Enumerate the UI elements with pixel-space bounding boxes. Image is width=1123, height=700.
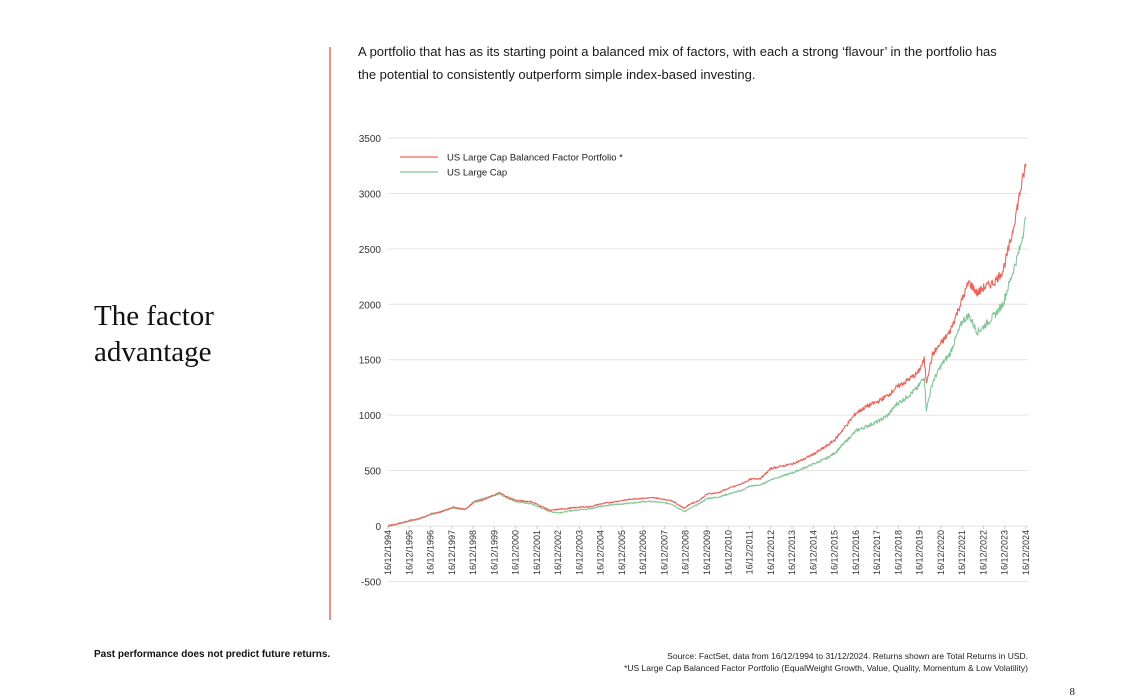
x-tick-label: 16/12/2016 — [851, 530, 861, 575]
x-tick-label: 16/12/2021 — [957, 530, 967, 575]
x-tick-label: 16/12/2019 — [915, 530, 925, 575]
x-tick-label: 16/12/2018 — [893, 530, 903, 575]
x-tick-label: 16/12/1997 — [447, 530, 457, 575]
x-tick-label: 16/12/2008 — [681, 530, 691, 575]
intro-text: A portfolio that has as its starting poi… — [358, 44, 997, 82]
x-tick-label: 16/12/2010 — [723, 530, 733, 575]
x-tick-label: 16/12/2012 — [766, 530, 776, 575]
x-tick-label: 16/12/2001 — [532, 530, 542, 575]
x-tick-label: 16/12/2014 — [808, 530, 818, 575]
y-tick-label: 3500 — [359, 134, 382, 145]
x-tick-label: 16/12/2002 — [553, 530, 563, 575]
x-tick-label: 16/12/2007 — [659, 530, 669, 575]
x-tick-label: 16/12/2011 — [745, 530, 755, 574]
chart-container: -500 0 500 1000 1500 2000 2500 3000 3500 16/12/1… — [340, 125, 1040, 595]
x-tick-label: 16/12/2024 — [1021, 530, 1031, 575]
series-line-balanced-factor — [387, 163, 1027, 528]
accent-divider — [329, 47, 331, 620]
x-tick-label: 16/12/1995 — [404, 530, 414, 575]
y-tick-label: 2500 — [359, 245, 382, 256]
series-line-us-large-cap — [387, 216, 1027, 527]
y-tick-label: 3000 — [359, 189, 382, 200]
x-tick-label: 16/12/1994 — [383, 530, 393, 575]
x-tick-label: 16/12/2000 — [511, 530, 521, 575]
legend-label: US Large Cap Balanced Factor Portfolio * — [447, 153, 623, 164]
x-tick-label: 16/12/2003 — [574, 530, 584, 575]
y-tick-label: 0 — [375, 522, 381, 533]
y-tick-label: 500 — [364, 467, 381, 478]
source-line-2: *US Large Cap Balanced Factor Portfolio … — [624, 663, 1028, 673]
x-tick-label: 16/12/2009 — [702, 530, 712, 575]
x-tick-label: 16/12/2015 — [830, 530, 840, 575]
y-tick-labels: -500 0 500 1000 1500 2000 2500 3000 3500 — [359, 134, 382, 588]
x-tick-label: 16/12/2023 — [1000, 530, 1010, 575]
page-number: 8 — [1069, 686, 1076, 698]
y-tick-label: 2000 — [359, 300, 382, 311]
legend: US Large Cap Balanced Factor Portfolio *… — [400, 153, 623, 179]
x-tick-label: 16/12/1998 — [468, 530, 478, 575]
x-tick-label: 16/12/2013 — [787, 530, 797, 575]
y-tick-label: 1500 — [359, 356, 382, 367]
source-line-1: Source: FactSet, data from 16/12/1994 to… — [667, 651, 1028, 661]
line-chart: -500 0 500 1000 1500 2000 2500 3000 3500 16/12/1… — [359, 134, 1031, 588]
x-tick-label: 16/12/1999 — [489, 530, 499, 575]
legend-label: US Large Cap — [447, 168, 507, 179]
x-tick-label: 16/12/2022 — [978, 530, 988, 575]
y-tick-label: -500 — [361, 577, 381, 588]
x-tick-label: 16/12/2017 — [872, 530, 882, 575]
y-tick-label: 1000 — [359, 411, 382, 422]
performance-disclaimer: Past performance does not predict future… — [94, 649, 331, 660]
page-title: The factor advantage — [94, 300, 214, 368]
x-tick-label: 16/12/2020 — [936, 530, 946, 575]
series-layer — [387, 163, 1027, 528]
x-tick-label: 16/12/2006 — [638, 530, 648, 575]
x-tick-label: 16/12/2004 — [596, 530, 606, 575]
x-tick-label: 16/12/1996 — [426, 530, 436, 575]
x-tick-label: 16/12/2005 — [617, 530, 627, 575]
source-note: Source: FactSet, data from 16/12/1994 to… — [624, 650, 1028, 674]
x-tick-labels: 16/12/1994 16/12/1995 16/12/1996 16/12/1997… — [383, 526, 1031, 575]
